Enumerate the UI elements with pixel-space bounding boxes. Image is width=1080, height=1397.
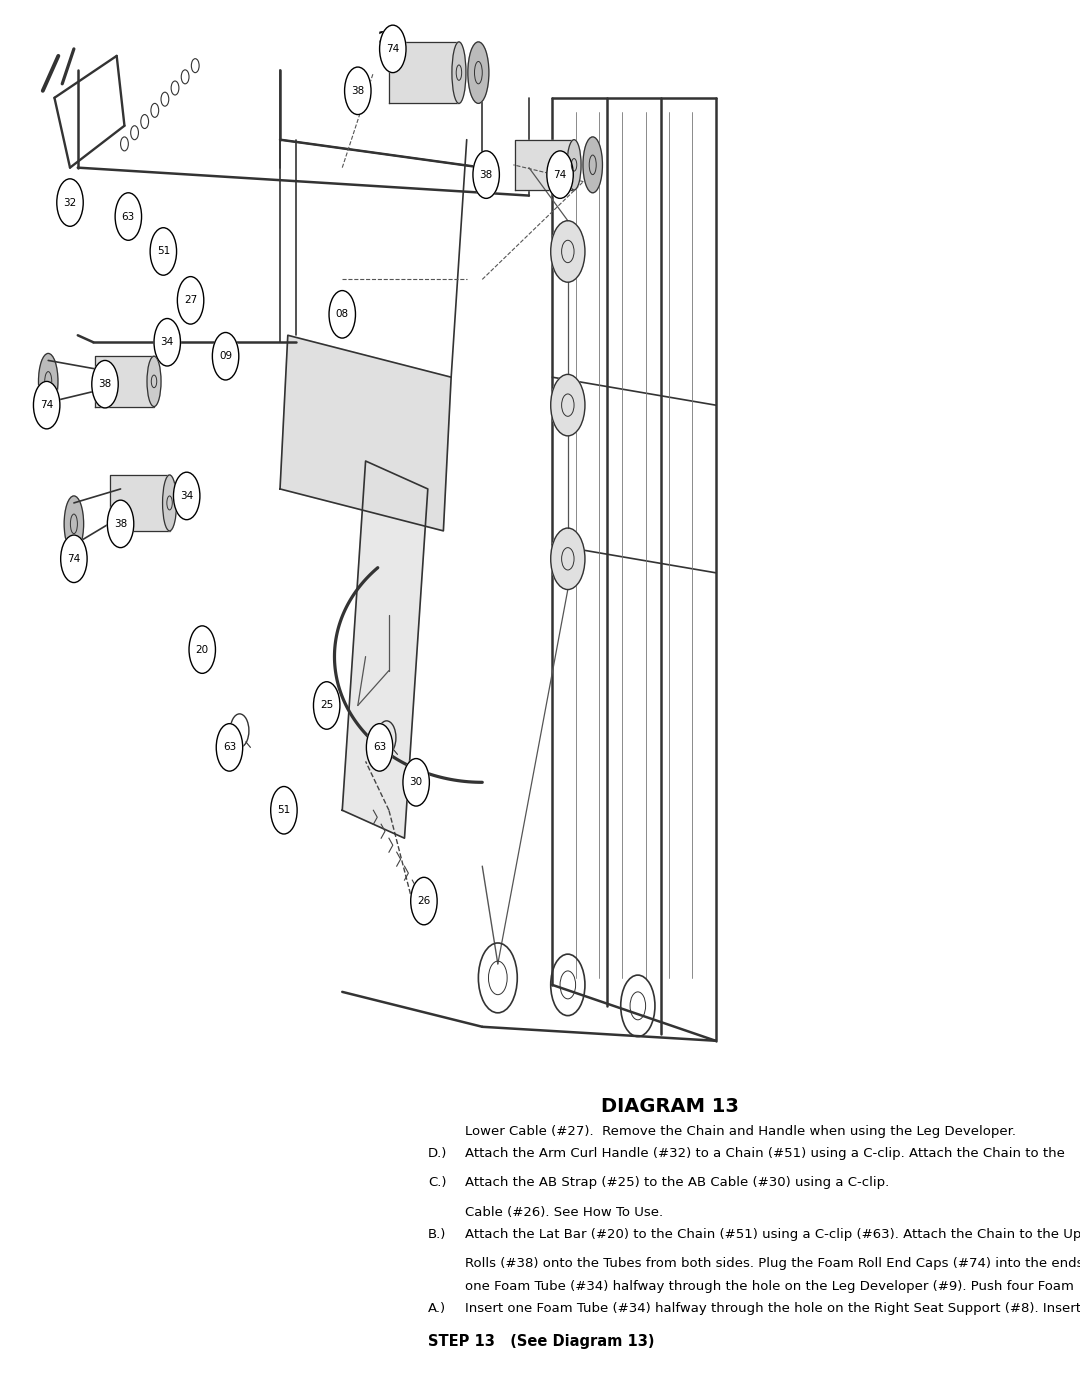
Text: Attach the Arm Curl Handle (#32) to a Chain (#51) using a C-clip. Attach the Cha: Attach the Arm Curl Handle (#32) to a Ch… bbox=[465, 1147, 1065, 1160]
Text: 38: 38 bbox=[98, 379, 111, 390]
Text: 74: 74 bbox=[553, 169, 567, 180]
Text: 34: 34 bbox=[180, 490, 193, 502]
Circle shape bbox=[473, 151, 499, 198]
Circle shape bbox=[92, 360, 118, 408]
Text: 27: 27 bbox=[184, 295, 198, 306]
Text: 38: 38 bbox=[114, 518, 127, 529]
Text: 74: 74 bbox=[40, 400, 53, 411]
Text: 20: 20 bbox=[195, 644, 208, 655]
Text: C.): C.) bbox=[428, 1176, 446, 1189]
Text: 25: 25 bbox=[320, 700, 334, 711]
Circle shape bbox=[546, 151, 573, 198]
Circle shape bbox=[57, 179, 83, 226]
Polygon shape bbox=[515, 140, 575, 190]
Text: 34: 34 bbox=[161, 337, 174, 348]
Text: 30: 30 bbox=[409, 777, 422, 788]
Text: A.): A.) bbox=[428, 1302, 446, 1315]
Circle shape bbox=[60, 535, 87, 583]
Text: 63: 63 bbox=[122, 211, 135, 222]
Text: 08: 08 bbox=[336, 309, 349, 320]
Text: 09: 09 bbox=[219, 351, 232, 362]
Circle shape bbox=[403, 759, 430, 806]
Text: 51: 51 bbox=[278, 805, 291, 816]
Circle shape bbox=[551, 221, 585, 282]
Text: STEP 13   (See Diagram 13): STEP 13 (See Diagram 13) bbox=[428, 1334, 654, 1350]
Text: 23: 23 bbox=[378, 31, 400, 46]
Ellipse shape bbox=[147, 356, 161, 407]
Polygon shape bbox=[342, 461, 428, 838]
Text: Attach the AB Strap (#25) to the AB Cable (#30) using a C-clip.: Attach the AB Strap (#25) to the AB Cabl… bbox=[465, 1176, 890, 1189]
Circle shape bbox=[551, 528, 585, 590]
Text: 38: 38 bbox=[351, 85, 364, 96]
Text: Rolls (#38) onto the Tubes from both sides. Plug the Foam Roll End Caps (#74) in: Rolls (#38) onto the Tubes from both sid… bbox=[465, 1257, 1080, 1270]
Circle shape bbox=[410, 877, 437, 925]
Circle shape bbox=[329, 291, 355, 338]
Polygon shape bbox=[280, 335, 451, 531]
Text: 63: 63 bbox=[373, 742, 387, 753]
Text: 74: 74 bbox=[67, 553, 81, 564]
Text: D.): D.) bbox=[428, 1147, 447, 1160]
Text: Cable (#26). See How To Use.: Cable (#26). See How To Use. bbox=[465, 1206, 663, 1218]
Circle shape bbox=[177, 277, 204, 324]
Text: 63: 63 bbox=[222, 742, 237, 753]
Ellipse shape bbox=[451, 42, 465, 103]
Circle shape bbox=[551, 374, 585, 436]
Text: one Foam Tube (#34) halfway through the hole on the Leg Developer (#9). Push fou: one Foam Tube (#34) halfway through the … bbox=[465, 1280, 1074, 1292]
Polygon shape bbox=[389, 42, 459, 103]
Ellipse shape bbox=[468, 42, 489, 103]
Text: DIAGRAM 13: DIAGRAM 13 bbox=[602, 1097, 739, 1116]
Circle shape bbox=[379, 25, 406, 73]
Circle shape bbox=[116, 193, 141, 240]
Ellipse shape bbox=[39, 353, 58, 409]
Text: 51: 51 bbox=[157, 246, 170, 257]
Circle shape bbox=[216, 724, 243, 771]
Text: 38: 38 bbox=[480, 169, 492, 180]
Text: 32: 32 bbox=[64, 197, 77, 208]
Circle shape bbox=[271, 787, 297, 834]
Polygon shape bbox=[110, 475, 170, 531]
Circle shape bbox=[150, 228, 176, 275]
Circle shape bbox=[33, 381, 59, 429]
Text: Attach the Lat Bar (#20) to the Chain (#51) using a C-clip (#63). Attach the Cha: Attach the Lat Bar (#20) to the Chain (#… bbox=[465, 1228, 1080, 1241]
Circle shape bbox=[345, 67, 372, 115]
Circle shape bbox=[213, 332, 239, 380]
Circle shape bbox=[366, 724, 393, 771]
Text: 74: 74 bbox=[387, 43, 400, 54]
Text: Lower Cable (#27).  Remove the Chain and Handle when using the Leg Developer.: Lower Cable (#27). Remove the Chain and … bbox=[465, 1125, 1016, 1137]
Circle shape bbox=[154, 319, 180, 366]
Circle shape bbox=[313, 682, 340, 729]
Circle shape bbox=[107, 500, 134, 548]
Text: B.): B.) bbox=[428, 1228, 446, 1241]
Ellipse shape bbox=[567, 140, 581, 190]
Ellipse shape bbox=[163, 475, 176, 531]
Ellipse shape bbox=[64, 496, 83, 552]
Text: Insert one Foam Tube (#34) halfway through the hole on the Right Seat Support (#: Insert one Foam Tube (#34) halfway throu… bbox=[465, 1302, 1080, 1315]
Polygon shape bbox=[95, 356, 154, 407]
Circle shape bbox=[189, 626, 216, 673]
Text: 26: 26 bbox=[417, 895, 431, 907]
Circle shape bbox=[174, 472, 200, 520]
Ellipse shape bbox=[583, 137, 603, 193]
